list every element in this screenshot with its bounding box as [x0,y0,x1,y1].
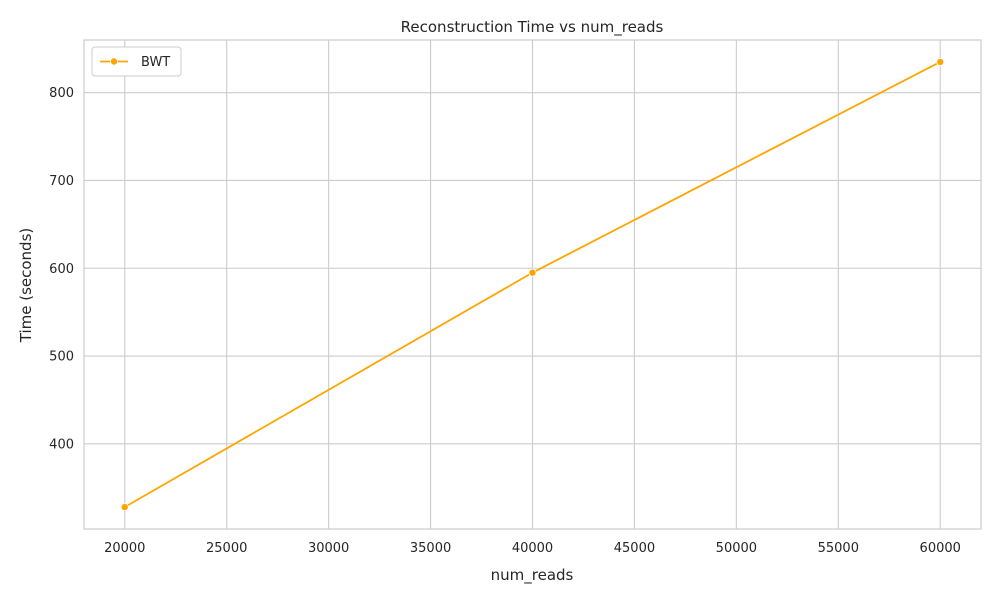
y-tick-label: 400 [49,437,74,452]
y-axis-label: Time (seconds) [17,228,35,344]
series-layer [120,57,945,512]
x-axis-label: num_reads [491,566,574,585]
legend: BWT [91,46,182,77]
x-tick-label: 45000 [614,541,655,556]
data-point-bwt [120,503,129,512]
x-tick-label: 40000 [512,541,553,556]
grid-layer [84,40,981,529]
legend-box [91,46,182,77]
x-tick-label: 55000 [818,541,859,556]
x-tick-label: 60000 [920,541,961,556]
x-tick-label: 20000 [104,541,145,556]
y-tick-label: 800 [49,86,74,101]
y-tick-label: 500 [49,350,74,365]
data-point-bwt [528,268,537,277]
x-tick-label: 25000 [206,541,247,556]
legend-label-bwt: BWT [141,55,170,70]
x-tick-label: 30000 [308,541,349,556]
data-point-bwt [936,57,945,66]
tick-layer: 20000 25000 30000 35000 40000 45000 50000 55000… [49,86,961,556]
plot-frame [83,39,982,530]
legend-swatch-marker [110,57,119,66]
y-tick-label: 700 [49,174,74,189]
chart-title: Reconstruction Time vs num_reads [401,18,664,37]
x-tick-label: 35000 [410,541,451,556]
x-tick-label: 50000 [716,541,757,556]
y-tick-label: 600 [49,262,74,277]
